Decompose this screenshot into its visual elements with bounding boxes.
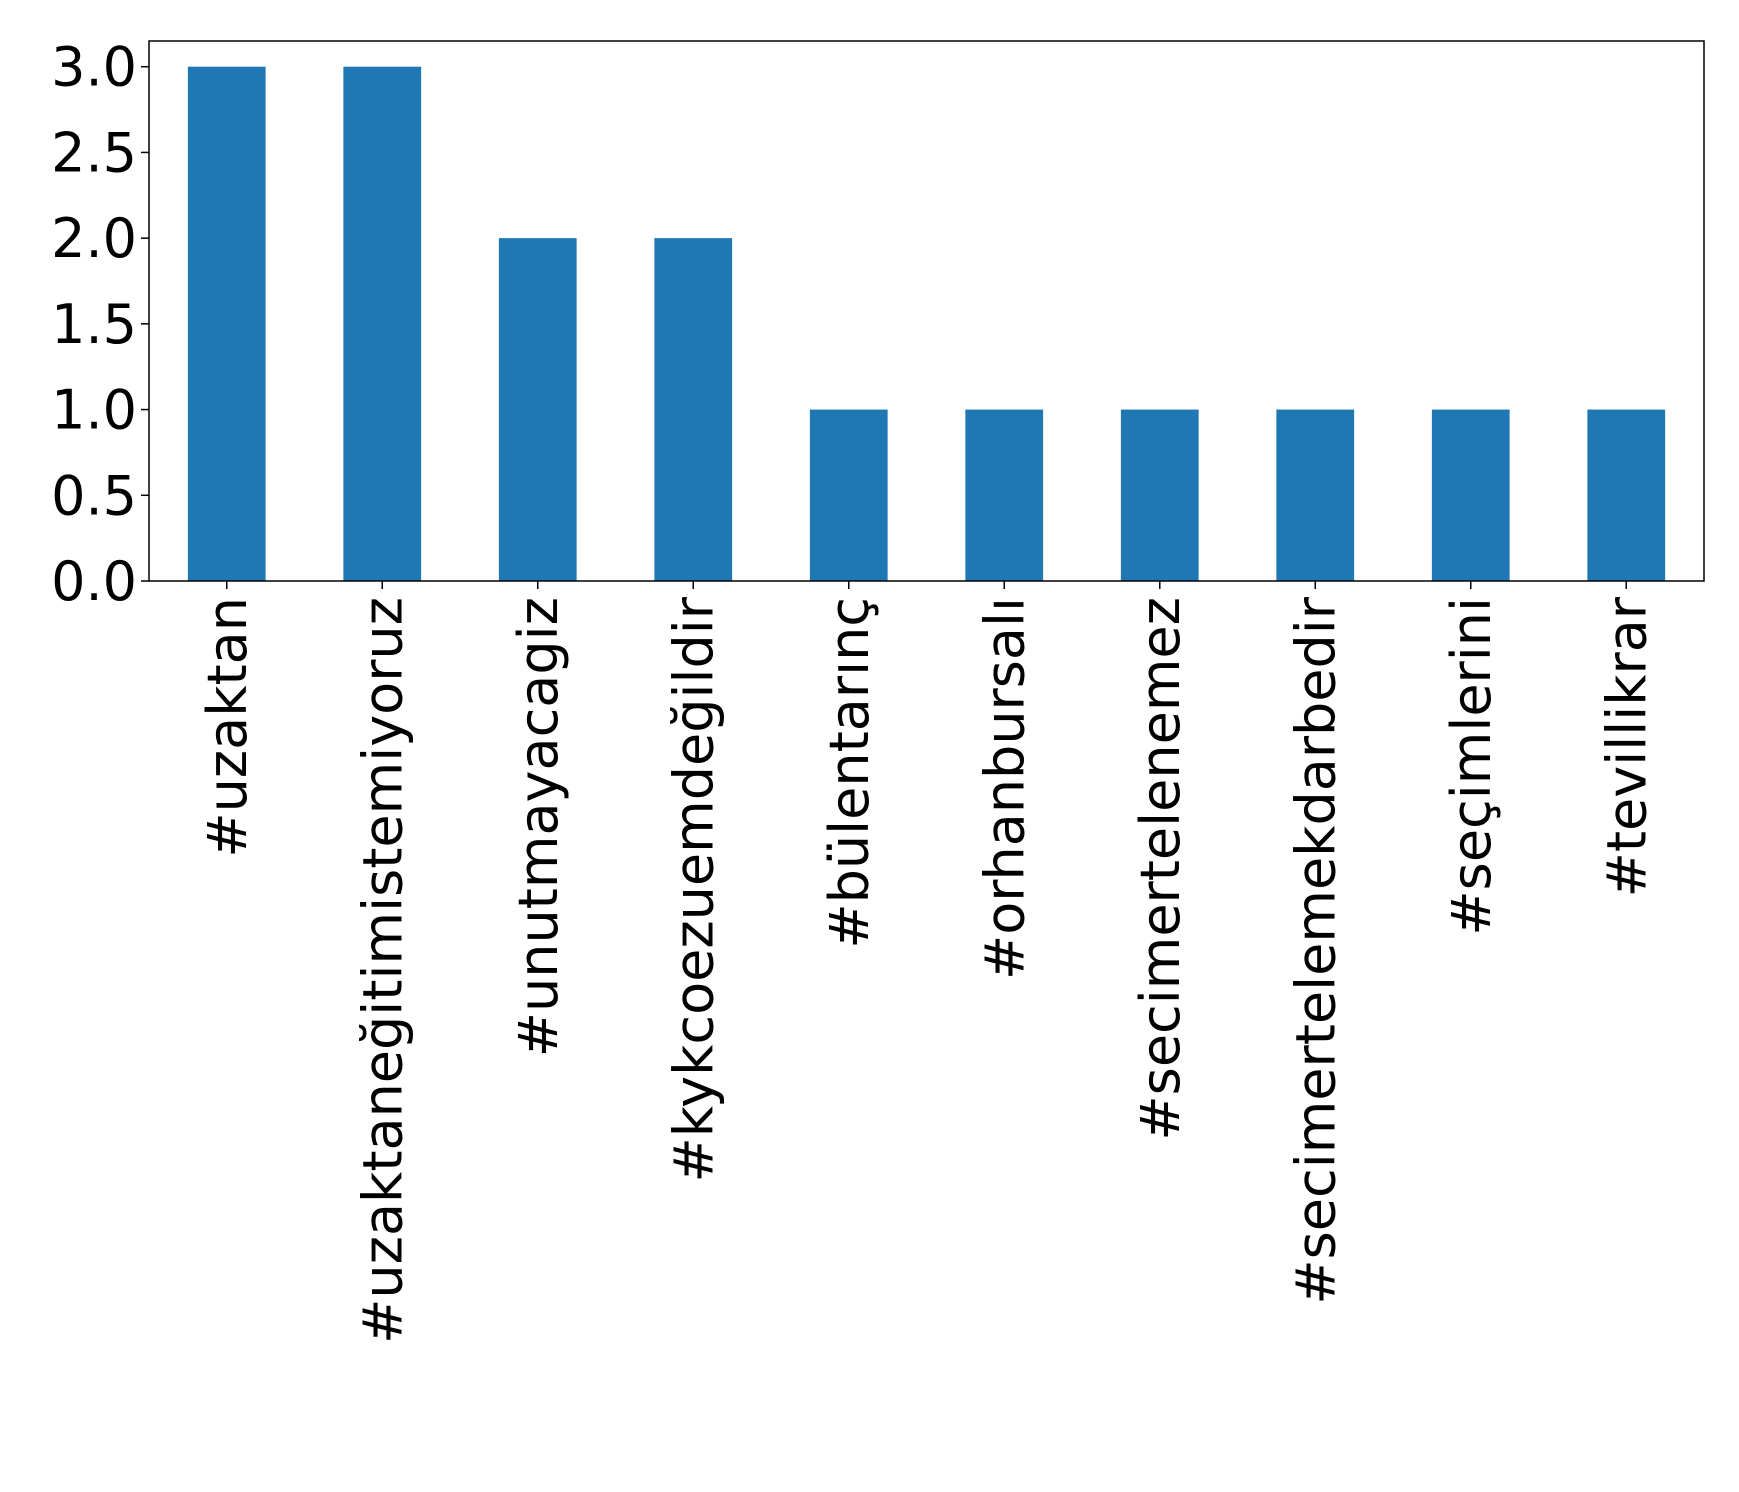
y-tick-label-5: 2.5: [51, 121, 137, 184]
x-tick-label-3: #kykcoezuemdeğildir: [662, 596, 725, 1182]
y-tick-label-1: 0.5: [51, 464, 137, 527]
x-tick-label-8: #seçimlerini: [1440, 597, 1503, 936]
bar-2: [498, 238, 577, 581]
x-tick-label-7: #secimertelemekdarbedir: [1284, 596, 1347, 1304]
bar-9: [1587, 409, 1666, 581]
bar-8: [1431, 409, 1510, 581]
y-tick-label-3: 1.5: [51, 293, 137, 356]
x-tick-label-5: #orhanbursalı: [973, 597, 1036, 980]
bar-5: [965, 409, 1044, 581]
bar-6: [1120, 409, 1199, 581]
x-tick-label-1: #uzaktaneğitimistemiyoruz: [351, 597, 414, 1344]
bars-group: [187, 66, 1666, 581]
x-tick-label-9: #tevillikrar: [1595, 596, 1658, 897]
y-tick-label-0: 0.0: [51, 550, 137, 613]
x-tick-label-6: #secimertelenemez: [1129, 597, 1192, 1141]
y-axis: 0.0 0.5 1.0 1.5 2.0 2.5 3.0: [51, 36, 149, 613]
bar-1: [343, 66, 422, 581]
bar-3: [654, 238, 733, 581]
x-tick-label-2: #unutmayacagiz: [507, 597, 570, 1057]
bar-4: [809, 409, 888, 581]
y-tick-label-6: 3.0: [51, 36, 137, 99]
y-tick-label-2: 1.0: [51, 379, 137, 442]
x-tick-label-4: #bülentarınç: [818, 597, 881, 949]
x-axis: #uzaktan #uzaktaneğitimistemiyoruz #unutma…: [196, 581, 1658, 1344]
x-tick-label-0: #uzaktan: [196, 597, 259, 858]
bar-7: [1276, 409, 1355, 581]
y-tick-label-4: 2.0: [51, 207, 137, 270]
bar-0: [187, 66, 266, 581]
plot-frame: [148, 40, 1705, 582]
